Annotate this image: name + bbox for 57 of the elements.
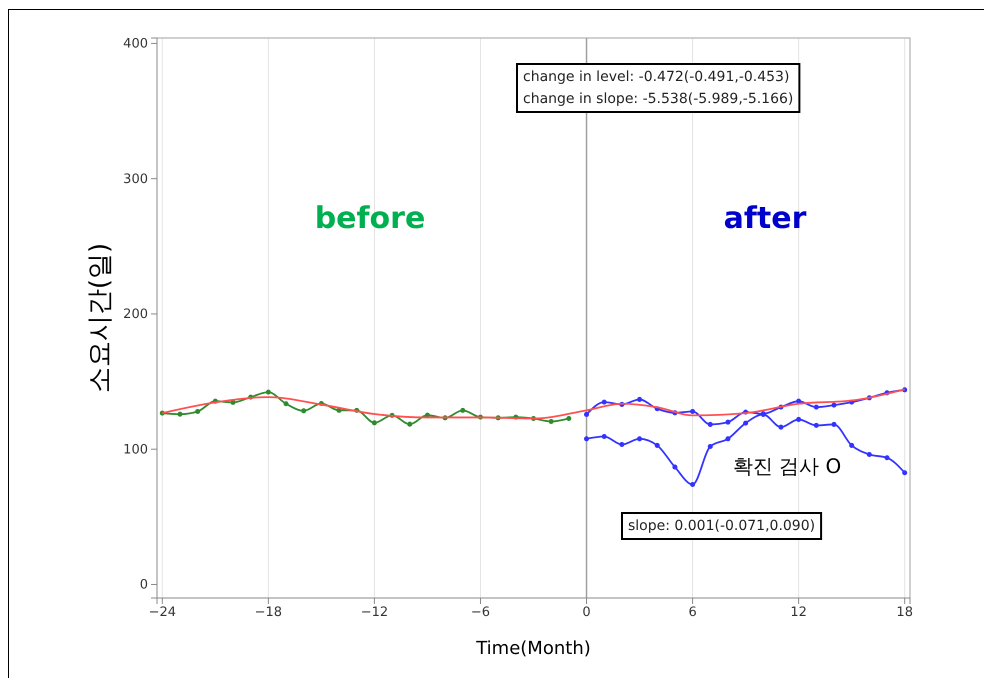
point: [654, 442, 660, 448]
point: [866, 452, 872, 457]
point: [690, 482, 696, 488]
annotation: change in level: -0.472(-0.491,-0.453) change in slope: -5.538(-5.989,-5.166): [523, 69, 794, 107]
point: [831, 422, 837, 427]
point: [637, 396, 642, 402]
point: [814, 422, 819, 428]
point: [778, 424, 784, 430]
point: [301, 408, 306, 414]
y-axis-title: 소요시간(일): [85, 242, 115, 394]
point: [195, 408, 200, 414]
point: [177, 412, 182, 417]
y-tick-label: 400: [123, 36, 148, 52]
annotation: 확진 검사 O: [732, 454, 842, 478]
point: [725, 420, 730, 425]
y-tick-label: 100: [123, 442, 148, 458]
point: [266, 390, 271, 395]
point: [884, 455, 890, 460]
annotation: after: [724, 201, 807, 236]
y-tick-label: 300: [123, 172, 148, 187]
point: [902, 470, 908, 476]
x-tick-label: 12: [790, 605, 807, 620]
point: [708, 444, 713, 450]
point: [725, 436, 730, 442]
x-tick-label: −12: [360, 605, 388, 620]
point: [460, 408, 466, 413]
x-tick-label: 6: [688, 605, 697, 620]
point: [372, 420, 377, 426]
line-series: [161, 388, 906, 420]
y-tick-label: 0: [140, 578, 148, 593]
point: [619, 442, 624, 447]
point: [831, 402, 837, 408]
point: [407, 422, 412, 427]
x-tick-label: 0: [582, 605, 591, 620]
point: [602, 434, 607, 440]
point: [814, 404, 819, 410]
annotation: slope: 0.001(-0.071,0.090): [628, 518, 816, 534]
point: [690, 408, 696, 414]
point: [566, 416, 572, 422]
x-axis-title: Time(Month): [475, 638, 591, 659]
x-tick-label: −18: [254, 605, 282, 620]
point: [584, 412, 590, 417]
y-tick-label: 200: [123, 307, 148, 322]
point: [584, 436, 590, 442]
x-tick-label: −6: [470, 605, 490, 620]
point: [672, 464, 678, 470]
x-tick-label: 18: [896, 605, 913, 620]
point: [637, 436, 642, 442]
annotation: before: [314, 201, 426, 236]
point: [284, 401, 289, 406]
point: [548, 418, 554, 424]
x-tick-label: −24: [148, 605, 176, 620]
point: [849, 442, 854, 448]
point: [796, 416, 802, 422]
point: [708, 422, 713, 427]
point: [602, 400, 607, 405]
point: [743, 420, 748, 426]
